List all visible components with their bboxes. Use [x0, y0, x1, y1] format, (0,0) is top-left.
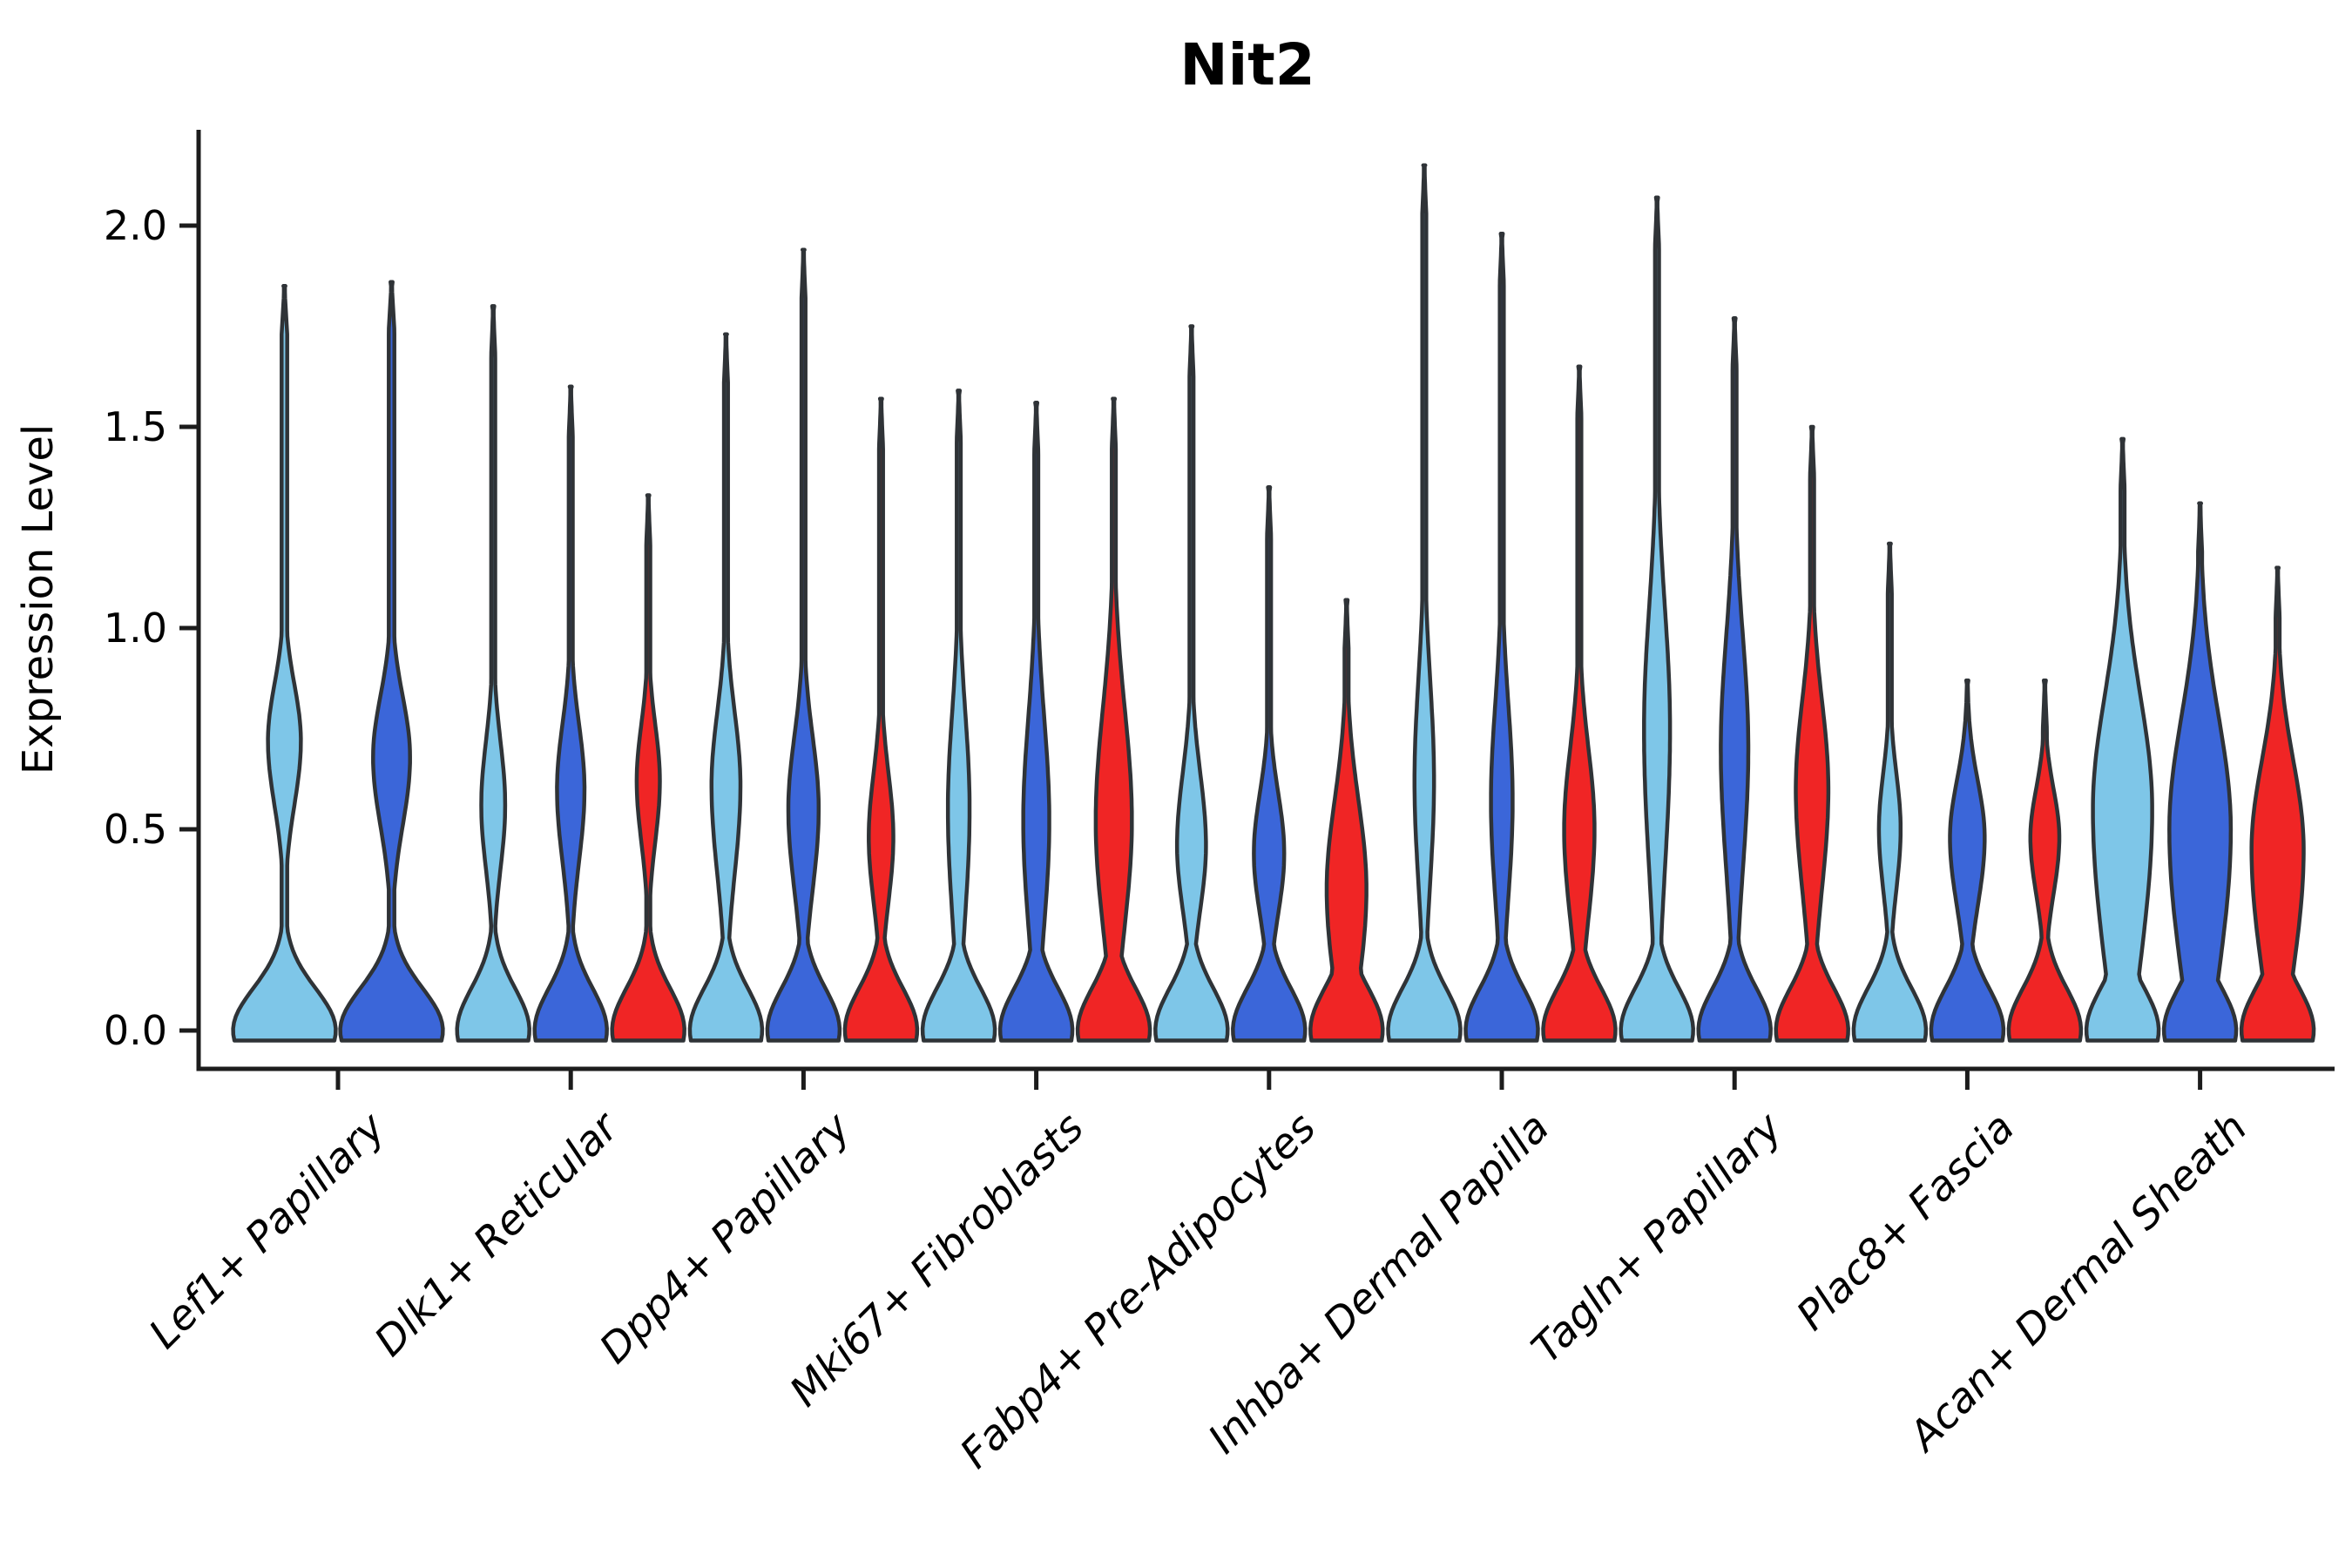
- violin-mki67-fibroblasts-light: [920, 389, 997, 1043]
- violin-tagln-papillary-dark: [1696, 316, 1773, 1043]
- violin-inhba-dermal-papilla-light: [1386, 163, 1463, 1043]
- violin-mki67-fibroblasts-dark: [997, 401, 1075, 1043]
- violin-fabp4-pre-adipocytes-light: [1153, 324, 1230, 1043]
- y-tick-label: 1.5: [103, 403, 167, 450]
- violin-dlk1-reticular-red: [610, 493, 686, 1043]
- y-tick-label: 0.5: [103, 806, 167, 853]
- violin-plac8-fascia-red: [2006, 678, 2084, 1043]
- violin-acan-dermal-sheath-red: [2239, 565, 2316, 1043]
- violin-inhba-dermal-papilla-dark: [1463, 231, 1540, 1043]
- violin-dpp4-papillary-light: [687, 332, 765, 1043]
- violin-dlk1-reticular-dark: [532, 384, 609, 1043]
- y-tick-label: 1.0: [103, 605, 167, 652]
- violin-mki67-fibroblasts-red: [1075, 396, 1152, 1043]
- violin-plac8-fascia-light: [1851, 541, 1929, 1043]
- violin-dpp4-papillary-red: [842, 396, 920, 1043]
- violin-tagln-papillary-red: [1774, 424, 1850, 1043]
- violin-lef1-papillary-light: [231, 284, 338, 1043]
- violin-fabp4-pre-adipocytes-dark: [1231, 485, 1308, 1043]
- violin-plac8-fascia-dark: [1929, 678, 2006, 1043]
- y-tick-label: 2.0: [103, 202, 167, 249]
- violin-dlk1-reticular-light: [455, 304, 531, 1043]
- y-tick-label: 0.0: [103, 1007, 167, 1054]
- violin-fabp4-pre-adipocytes-red: [1308, 598, 1385, 1043]
- violin-acan-dermal-sheath-dark: [2161, 501, 2239, 1043]
- violin-dpp4-papillary-dark: [765, 247, 842, 1043]
- violin-tagln-papillary-light: [1619, 195, 1695, 1043]
- plot-title: Nit2: [1179, 31, 1315, 98]
- violin-lef1-papillary-dark: [338, 280, 445, 1043]
- violin-acan-dermal-sheath-light: [2084, 436, 2161, 1043]
- violin-inhba-dermal-papilla-red: [1541, 364, 1618, 1043]
